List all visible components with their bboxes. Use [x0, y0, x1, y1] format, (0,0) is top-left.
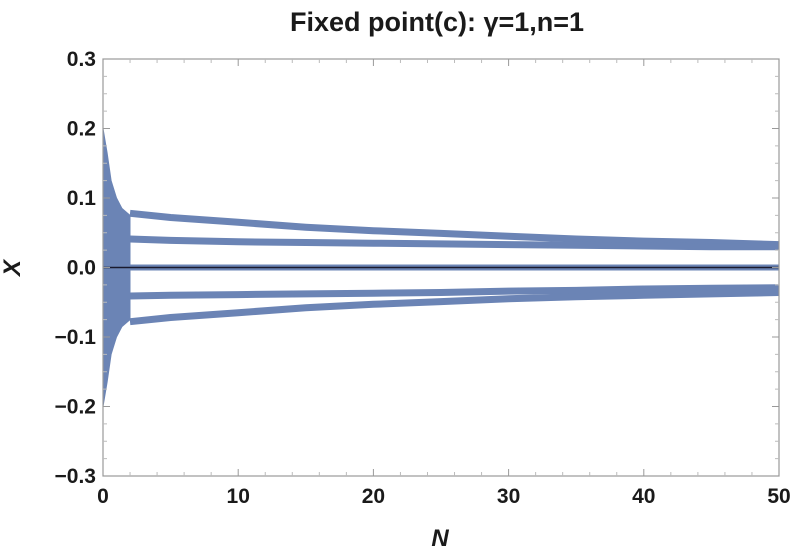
plot-area — [102, 128, 780, 407]
series-band-1 — [129, 235, 779, 251]
x-tick-label: 40 — [632, 485, 655, 508]
series-band-4 — [129, 289, 780, 326]
y-tick-label: 0.3 — [67, 48, 96, 71]
y-axis-ticks: −0.3 −0.2 −0.1 0.0 0.1 0.2 0.3 — [55, 48, 779, 488]
y-axis-label: X — [0, 258, 26, 278]
y-tick-label: 0.1 — [67, 187, 97, 210]
x-axis-ticks: 0 10 20 30 40 50 — [97, 59, 791, 508]
x-tick-label: 50 — [767, 485, 790, 508]
y-tick-label: 0.0 — [67, 257, 96, 280]
x-tick-label: 0 — [97, 485, 109, 508]
series-band-3 — [129, 284, 780, 300]
series-band-0 — [129, 209, 780, 249]
x-tick-label: 20 — [362, 485, 385, 508]
x-tick-label: 10 — [227, 485, 250, 508]
y-tick-label: −0.3 — [55, 465, 96, 488]
y-tick-label: 0.2 — [67, 118, 96, 141]
y-tick-label: −0.2 — [55, 396, 96, 419]
x-tick-label: 30 — [497, 485, 520, 508]
y-tick-label: −0.1 — [55, 326, 97, 349]
chart-title: Fixed point(c): γ=1,n=1 — [290, 7, 584, 37]
x-axis-label: N — [431, 525, 449, 552]
